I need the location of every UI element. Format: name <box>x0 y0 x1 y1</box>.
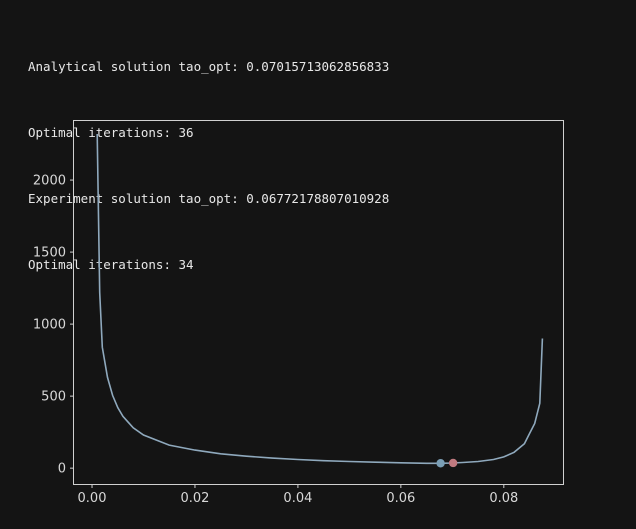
y-tick-label: 0 <box>58 462 66 477</box>
experiment-iterations-line: Optimal iterations: 34 <box>28 257 194 272</box>
experiment-point <box>436 459 445 468</box>
analytical-point <box>448 458 458 468</box>
plot-area-frame <box>73 120 564 485</box>
y-tick-label: 2000 <box>33 174 66 189</box>
data-markers <box>436 458 458 468</box>
data-series <box>96 133 544 465</box>
analytical-solution-line: Analytical solution tao_opt: 0.070157130… <box>28 59 390 74</box>
series-line <box>96 133 544 465</box>
x-tick-label: 0.08 <box>489 491 518 506</box>
x-tick-label: 0.02 <box>180 491 209 506</box>
x-tick-label: 0.04 <box>283 491 312 506</box>
axis-ticks: 0.00 0.02 0.04 0.06 0.08 0 500 1000 1500 2000 <box>33 174 518 506</box>
console-output: Analytical solution tao_opt: 0.070157130… <box>28 12 389 298</box>
analytical-iterations-line: Optimal iterations: 36 <box>28 125 194 140</box>
x-tick-label: 0.00 <box>78 491 107 506</box>
y-tick-label: 1000 <box>33 318 66 333</box>
y-tick-label: 500 <box>41 390 66 405</box>
experiment-solution-line: Experiment solution tao_opt: 0.067721788… <box>28 191 390 206</box>
x-tick-label: 0.06 <box>386 491 415 506</box>
y-tick-label: 1500 <box>33 246 66 261</box>
